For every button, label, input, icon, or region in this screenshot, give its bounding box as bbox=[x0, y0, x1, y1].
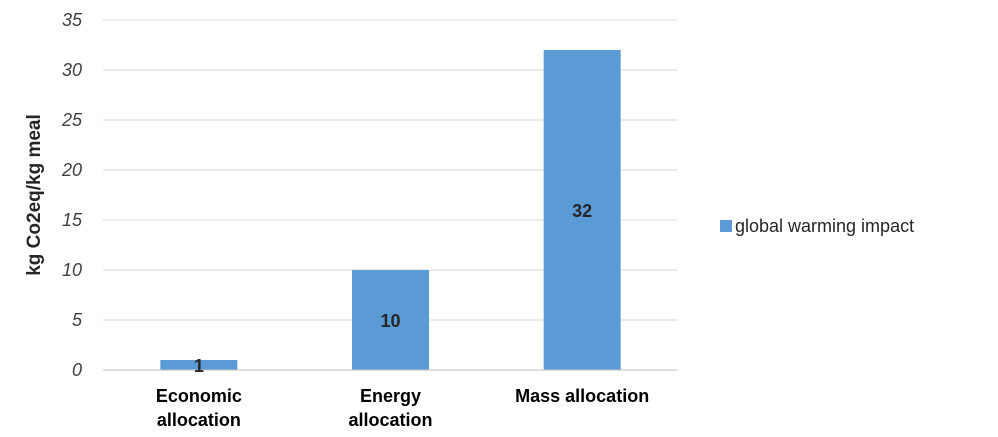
bar bbox=[352, 270, 429, 370]
category-label-line: Mass allocation bbox=[515, 386, 649, 406]
y-tick-label: 35 bbox=[62, 10, 83, 30]
legend: global warming impact bbox=[720, 216, 914, 236]
category-label-line: Economic bbox=[156, 386, 242, 406]
bars bbox=[160, 50, 621, 370]
y-tick-label: 25 bbox=[61, 110, 83, 130]
data-labels: 1 10 32 bbox=[194, 201, 592, 376]
x-axis-category-labels: Economic allocation Energy allocation Mass a… bbox=[156, 386, 649, 430]
y-tick-label: 5 bbox=[72, 310, 83, 330]
y-tick-label: 20 bbox=[61, 160, 82, 180]
gridlines bbox=[103, 19, 678, 321]
legend-swatch bbox=[720, 220, 732, 232]
bar bbox=[160, 360, 238, 370]
category-label: Energy allocation bbox=[348, 386, 432, 430]
y-axis-tick-labels: 0 5 10 15 20 25 30 35 bbox=[61, 10, 83, 380]
y-axis-title: kg Co2eq/kg meal bbox=[24, 114, 45, 276]
legend-label: global warming impact bbox=[735, 216, 914, 236]
data-label: 1 bbox=[194, 356, 204, 376]
category-label: Economic allocation bbox=[156, 386, 242, 430]
category-label-line: Energy bbox=[360, 386, 421, 406]
y-tick-label: 0 bbox=[72, 360, 82, 380]
y-tick-label: 10 bbox=[62, 260, 82, 280]
category-label-line: allocation bbox=[348, 410, 432, 430]
data-label: 32 bbox=[572, 201, 592, 221]
data-label: 10 bbox=[380, 311, 400, 331]
category-label: Mass allocation bbox=[515, 386, 649, 406]
y-tick-label: 15 bbox=[62, 210, 83, 230]
bar bbox=[543, 50, 621, 370]
category-label-line: allocation bbox=[157, 410, 241, 430]
y-tick-label: 30 bbox=[62, 60, 82, 80]
